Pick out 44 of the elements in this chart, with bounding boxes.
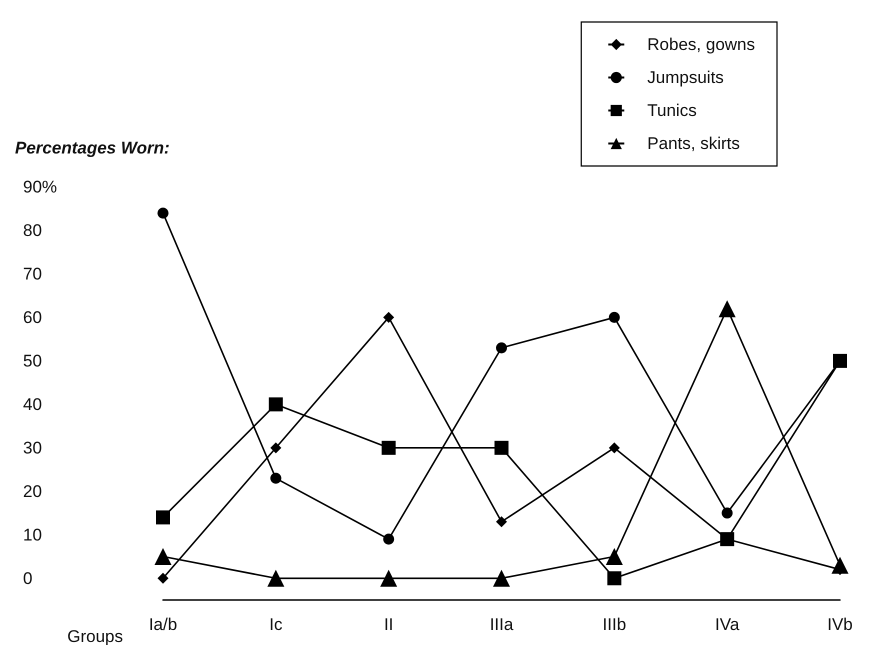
point [608, 442, 620, 454]
y-tick-label: 80 [23, 220, 42, 240]
point [380, 570, 398, 587]
legend-label: Jumpsuits [647, 68, 724, 87]
point [270, 442, 282, 454]
y-tick-label: 30 [23, 438, 42, 458]
point [493, 570, 510, 587]
y-tick-label: 70 [23, 264, 42, 284]
point [718, 300, 736, 318]
legend-label: Robes, gowns [647, 35, 756, 54]
point [383, 534, 394, 545]
point [156, 510, 170, 524]
point [607, 571, 622, 586]
point [494, 440, 508, 455]
point [268, 397, 283, 412]
y-tick-label: 20 [23, 482, 42, 501]
point [608, 312, 620, 323]
x-tick-label: IVa [715, 615, 740, 634]
x-tick-label: Ia/b [148, 615, 178, 634]
point [383, 312, 394, 323]
point [270, 472, 282, 484]
point [722, 508, 733, 519]
y-tick-label: 90% [23, 178, 58, 196]
legend-label: Tunics [647, 101, 697, 120]
point [496, 516, 507, 528]
x-tick-label: IVb [827, 615, 853, 634]
x-tick-label: II [384, 615, 394, 634]
x-tick-label: IIIb [602, 615, 626, 634]
point [382, 440, 396, 455]
point [158, 208, 168, 219]
point [267, 570, 284, 587]
point [158, 572, 168, 584]
point [606, 548, 623, 566]
legend-label: Pants, skirts [647, 134, 740, 153]
y-tick-label: 50 [23, 351, 42, 370]
y-tick-label: 60 [23, 308, 42, 327]
y-axis-title: Percentages Worn: [15, 138, 170, 158]
x-tick-label: IIIa [490, 615, 514, 634]
y-tick-label: 10 [23, 525, 42, 544]
point [154, 548, 172, 566]
x-tick-label: Ic [269, 615, 283, 634]
y-tick-label: 40 [23, 394, 42, 414]
y-tick-label: 0 [23, 568, 32, 588]
point [496, 342, 507, 354]
